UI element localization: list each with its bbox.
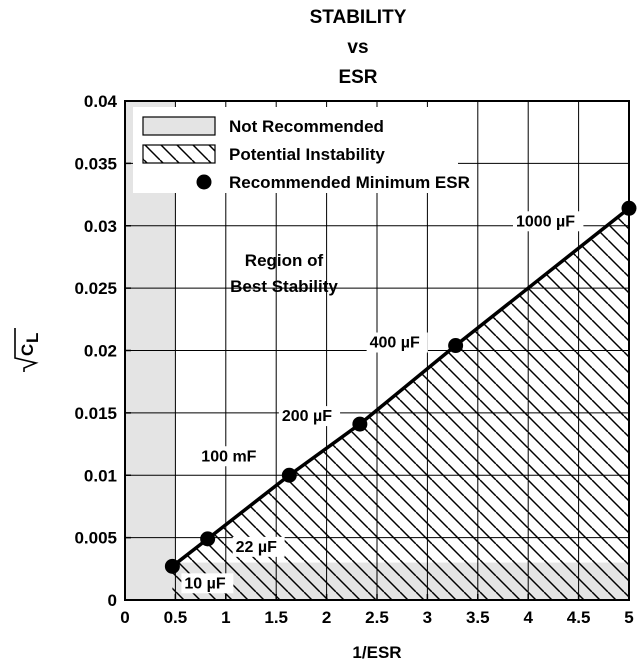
x-tick-label-7: 3.5 <box>466 608 490 627</box>
x-tick-label-2: 1 <box>221 608 230 627</box>
point-label-1: 22 µF <box>236 539 277 556</box>
y-tick-label-5: 0.025 <box>74 279 117 298</box>
y-axis-title-text: C <box>18 344 37 356</box>
y-axis-title-subscript: L <box>23 333 42 343</box>
legend-swatch-recommended-dot <box>196 174 212 190</box>
y-tick-label-6: 0.03 <box>84 217 117 236</box>
legend-label-2: Recommended Minimum ESR <box>229 173 470 192</box>
y-tick-label-3: 0.015 <box>74 404 117 423</box>
x-tick-label-0: 0 <box>120 608 129 627</box>
y-tick-label-7: 0.035 <box>74 154 117 173</box>
y-tick-label-1: 0.005 <box>74 529 117 548</box>
chart-title-line-0: STABILITY <box>310 7 407 28</box>
point-label-bg-5 <box>513 211 584 232</box>
x-tick-label-9: 4.5 <box>567 608 591 627</box>
region-annotation-line-1: Best Stability <box>230 277 338 296</box>
point-label-bg-2 <box>198 446 260 467</box>
point-label-4: 400 µF <box>370 335 420 352</box>
point-label-bg-3 <box>278 406 341 427</box>
region-annotation-line-0: Region of <box>245 251 324 270</box>
point-label-0: 10 µF <box>184 575 225 592</box>
chart-title-line-1: vs <box>347 37 368 58</box>
point-label-2: 100 mF <box>201 448 256 465</box>
data-point-2 <box>281 467 297 483</box>
legend-label-0: Not Recommended <box>229 117 384 136</box>
x-tick-label-10: 5 <box>624 608 633 627</box>
point-label-bg-1 <box>232 536 285 557</box>
x-tick-label-4: 2 <box>322 608 331 627</box>
x-tick-label-1: 0.5 <box>164 608 188 627</box>
x-tick-label-6: 3 <box>423 608 432 627</box>
chart-title-line-2: ESR <box>338 67 377 88</box>
hatch-layer <box>172 208 629 600</box>
sqrt-symbol <box>14 328 39 372</box>
chart-title: STABILITY vs ESR <box>310 7 407 88</box>
point-label-3: 200 µF <box>282 408 332 425</box>
x-tick-label-3: 1.5 <box>264 608 288 627</box>
legend-label-1: Potential Instability <box>229 145 385 164</box>
point-label-bg-0 <box>181 573 234 594</box>
data-point-0 <box>164 558 180 574</box>
y-tick-label-8: 0.04 <box>84 92 118 111</box>
ticks-layer: 0 0.5 1 1.5 2 2.5 3 3.5 4 4.5 5 0 0.005 0.01 0.015 0.02… <box>14 92 634 662</box>
y-tick-label-4: 0.02 <box>84 342 117 361</box>
legend-swatch-not-recommended <box>142 116 216 136</box>
data-point-3 <box>352 416 368 432</box>
x-axis-title: 1/ESR <box>352 643 401 662</box>
data-point-4 <box>448 338 464 354</box>
x-tick-label-5: 2.5 <box>365 608 389 627</box>
data-point-1 <box>200 531 216 547</box>
point-label-bg-4 <box>366 332 428 353</box>
potential-instability-region <box>172 208 629 600</box>
point-label-5: 1000 µF <box>516 213 575 230</box>
legend-swatch-potential-instability <box>142 144 216 164</box>
series-layer <box>164 200 637 574</box>
y-tick-label-2: 0.01 <box>84 466 117 485</box>
annotation-layer: Region of Best Stability <box>230 251 338 296</box>
point-labels-layer: 10 µF 22 µF 100 mF 200 µF 400 µF 1000 µF <box>181 211 584 594</box>
y-axis-title: CL <box>14 328 42 372</box>
y-tick-label-0: 0 <box>108 591 117 610</box>
legend: Not Recommended Potential Instability Reco… <box>133 107 470 193</box>
x-tick-label-8: 4 <box>523 608 533 627</box>
